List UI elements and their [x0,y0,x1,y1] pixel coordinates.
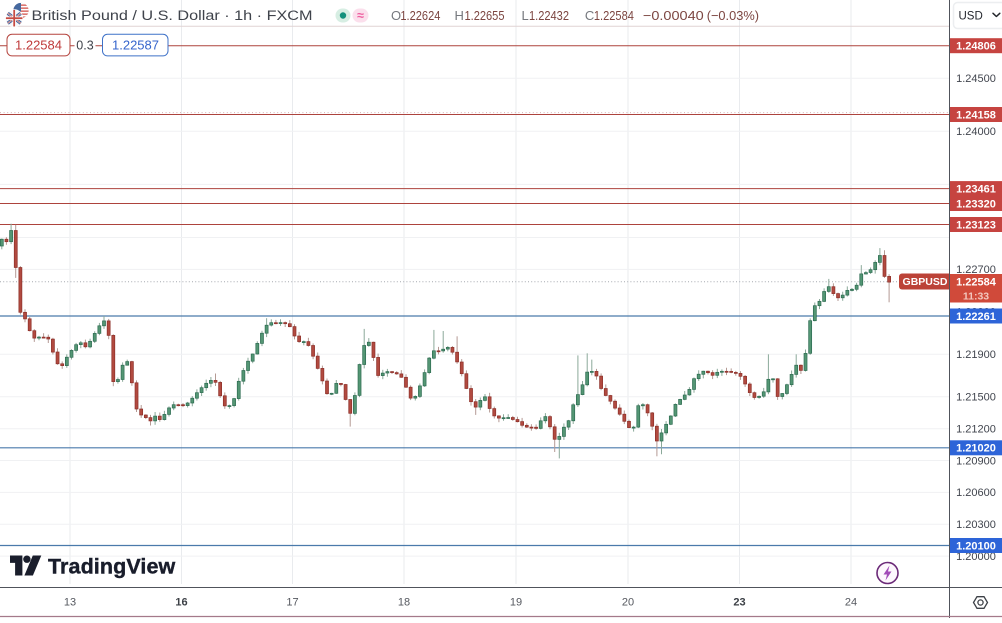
svg-text:0.3: 0.3 [76,39,93,53]
svg-text:GBPUSD: GBPUSD [903,276,948,288]
svg-text:1.22584: 1.22584 [594,8,634,23]
svg-text:17: 17 [286,597,298,609]
svg-text:20: 20 [622,597,634,609]
svg-text:1.22432: 1.22432 [529,8,569,23]
svg-text:1.24806: 1.24806 [956,41,996,53]
svg-text:1.23123: 1.23123 [956,219,996,231]
svg-text:TradingView: TradingView [48,555,176,579]
svg-text:British Pound / U.S. Dollar ·: British Pound / U.S. Dollar · 1h · FXCM [32,8,313,24]
svg-text:1.22584: 1.22584 [956,276,997,288]
svg-text:19: 19 [510,597,522,609]
svg-text:1.23461: 1.23461 [956,183,996,195]
svg-text:1.24000: 1.24000 [956,126,996,138]
svg-text:−0.00040: −0.00040 [643,8,704,23]
svg-text:16: 16 [175,597,187,609]
svg-text:1.21020: 1.21020 [956,443,996,455]
svg-text:1.20300: 1.20300 [956,519,996,531]
svg-text:H: H [455,8,464,23]
svg-text:13: 13 [64,597,76,609]
svg-text:11:33: 11:33 [963,291,989,303]
svg-text:1.22584: 1.22584 [15,38,62,53]
svg-text:1.23320: 1.23320 [956,198,996,210]
svg-text:1.24158: 1.24158 [956,109,996,121]
svg-text:23: 23 [733,597,745,609]
svg-text:18: 18 [398,597,410,609]
svg-text:≈: ≈ [357,9,364,23]
svg-text:1.22587: 1.22587 [112,38,159,53]
svg-text:(−0.03%): (−0.03%) [707,8,759,23]
svg-text:1.22261: 1.22261 [956,311,996,323]
svg-text:1.22624: 1.22624 [400,8,440,23]
svg-text:1.22655: 1.22655 [465,8,505,23]
svg-text:L: L [522,8,529,23]
svg-text:1.20900: 1.20900 [956,455,996,467]
svg-text:1.21900: 1.21900 [956,349,996,361]
svg-text:1.21500: 1.21500 [956,392,996,404]
svg-text:C: C [585,8,594,23]
svg-text:USD: USD [959,11,983,23]
svg-text:1.21200: 1.21200 [956,424,996,436]
svg-text:1.20100: 1.20100 [956,540,996,552]
svg-text:1.20600: 1.20600 [956,487,996,499]
svg-text:24: 24 [845,597,857,609]
svg-text:1.24500: 1.24500 [956,73,996,85]
